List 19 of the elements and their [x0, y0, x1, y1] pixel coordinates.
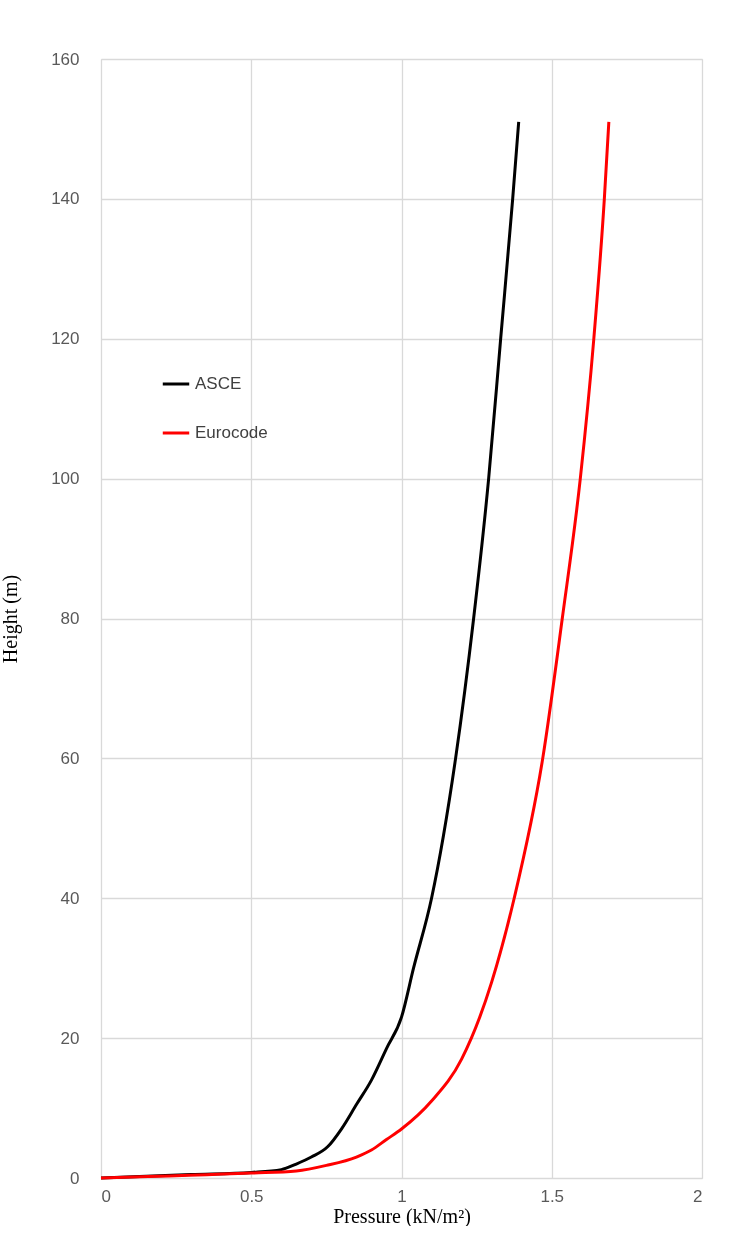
y-axis-title: Height (m) — [0, 574, 23, 664]
y-tick-label: 20 — [60, 1028, 80, 1048]
y-tick-label: 40 — [60, 888, 80, 908]
y-tick-label: 160 — [51, 49, 80, 69]
legend-label: Eurocode — [195, 423, 268, 442]
y-tick-label: 120 — [51, 329, 80, 349]
x-axis-title: Pressure (kN/m²) — [333, 1204, 471, 1228]
legend-label: ASCE — [195, 374, 242, 393]
x-tick-label: 1.5 — [540, 1186, 565, 1206]
x-tick-label: 0 — [101, 1186, 111, 1206]
line-series — [99, 120, 611, 1180]
x-tick-label: 1 — [397, 1186, 407, 1206]
x-tick-label: 2 — [693, 1186, 703, 1206]
x-tick-label: 0.5 — [239, 1186, 264, 1206]
y-tick-label: 80 — [60, 609, 80, 628]
y-tick-label: 140 — [51, 189, 80, 209]
y-tick-label: 100 — [51, 469, 80, 489]
y-tick-label: 0 — [70, 1168, 80, 1188]
y-tick-label: 60 — [60, 748, 80, 768]
